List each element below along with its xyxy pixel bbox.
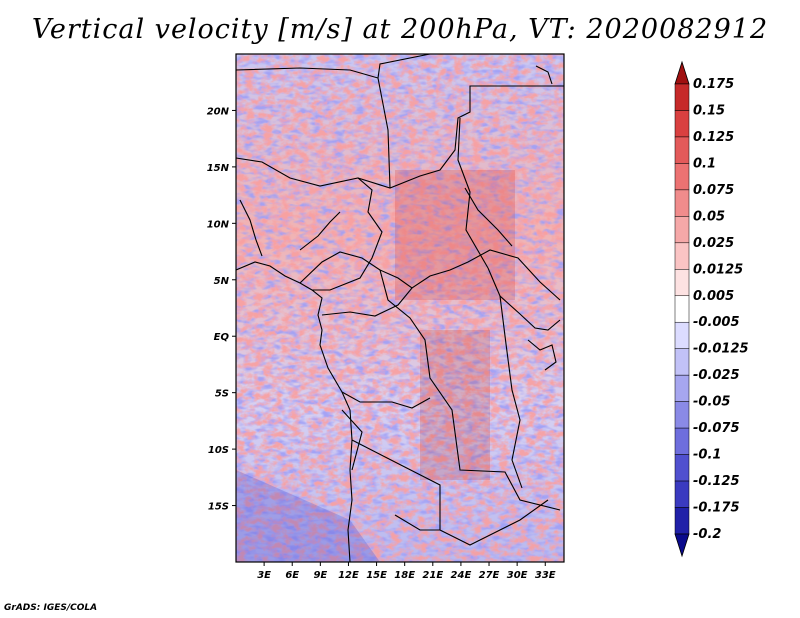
colorbar-swatch [674,295,690,323]
colorbar-label: -0.175 [693,501,740,516]
colorbar-label: 0.0125 [693,262,743,277]
lon-tick-label: 12E [338,570,359,581]
colorbar-swatch [674,348,690,376]
colorbar-swatch [674,480,690,508]
colorbar-swatch [674,454,690,482]
colorbar-label: -0.0125 [693,342,749,357]
lon-tick-label: 30E [507,570,528,581]
colorbar-swatch [674,242,690,270]
colorbar-swatch [674,321,690,349]
longitude-axis: 3E 6E 9E 12E 15E 18E 21E 24E 27E 30E 33E [257,562,556,581]
plot-frame [235,53,565,563]
colorbar-swatch [674,374,690,402]
lon-tick-label: 18E [394,570,415,581]
colorbar-swatch [674,507,690,535]
lat-tick-label: 15N [207,163,230,174]
vertical-velocity-field [236,54,564,562]
lon-tick-label: 33E [535,570,556,581]
colorbar-label: -0.125 [693,474,740,489]
lon-tick-label: 9E [313,570,327,581]
colorbar-swatch [674,401,690,429]
colorbar-label: -0.025 [693,368,740,383]
lat-tick-label: 5S [215,389,229,400]
colorbar-swatch [674,163,690,191]
lat-tick-label: 20N [207,106,230,117]
colorbar-swatch [674,189,690,217]
colorbar-swatch [674,269,690,297]
colorbar-label: -0.075 [693,421,740,436]
colorbar-top-arrow [674,60,690,85]
lon-tick-label: 6E [285,570,299,581]
colorbar-label: 0.15 [693,103,725,118]
colorbar-label: -0.005 [693,315,740,330]
colorbar-label: 0.05 [693,209,725,224]
lat-tick-label: 10S [208,445,229,456]
lon-tick-label: 15E [366,570,387,581]
colorbar-swatch [674,427,690,455]
colorbar-swatch [674,136,690,164]
colorbar-label: -0.2 [693,527,721,542]
lon-tick-label: 27E [479,570,500,581]
colorbar-swatch [674,83,690,111]
colorbar-label: -0.05 [693,395,730,410]
colorbar-label: 0.005 [693,289,734,304]
lon-tick-label: 21E [422,570,443,581]
grads-credit: GrADS: IGES/COLA [4,603,98,613]
colorbar-swatch [674,110,690,138]
lat-tick-label: 10N [207,219,230,230]
colorbar-label: 0.075 [693,183,734,198]
lat-tick-label: 15S [208,502,229,513]
colorbar-label: -0.1 [693,448,721,463]
colorbar-label: 0.125 [693,130,734,145]
latitude-axis: 20N 15N 10N 5N EQ 5S 10S 15S [207,106,236,513]
colorbar-label: 0.175 [693,77,734,92]
lat-tick-label: 5N [214,276,230,287]
lon-tick-label: 24E [451,570,472,581]
colorbar: 0.175 0.15 0.125 0.1 0.075 0.05 0.025 0.0125 0.0… [674,60,749,558]
page-title: Vertical velocity [m/s] at 200hPa, VT: 2… [31,14,769,45]
colorbar-bottom-arrow [674,533,690,558]
country-borders [236,54,564,562]
colorbar-label: 0.025 [693,236,734,251]
colorbar-swatch [674,216,690,244]
colorbar-label: 0.1 [693,156,716,171]
lat-tick-label: EQ [214,332,230,343]
lon-tick-label: 3E [257,570,271,581]
